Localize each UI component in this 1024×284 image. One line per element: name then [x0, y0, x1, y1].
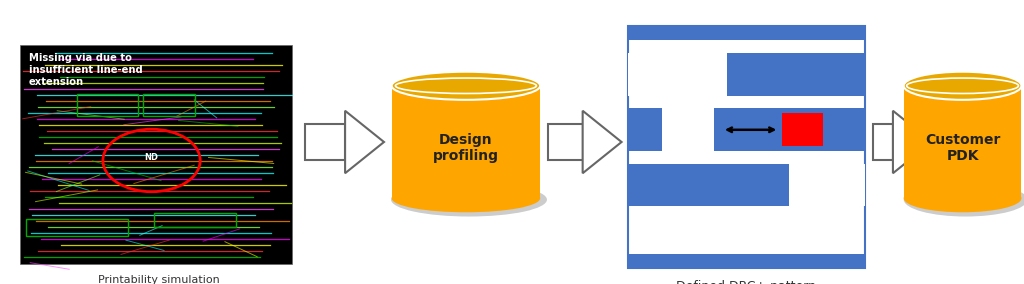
Polygon shape [893, 111, 932, 173]
Ellipse shape [904, 183, 1024, 216]
Ellipse shape [391, 72, 541, 100]
FancyBboxPatch shape [20, 45, 292, 264]
FancyBboxPatch shape [305, 124, 345, 160]
Text: Design
profiling: Design profiling [433, 133, 499, 163]
Text: Printability simulation
confirmed weakpoint: Printability simulation confirmed weakpo… [98, 275, 219, 284]
Ellipse shape [391, 183, 547, 216]
Ellipse shape [903, 184, 1021, 212]
FancyBboxPatch shape [628, 254, 865, 268]
Text: Missing via due to
insufficient line-end
extension: Missing via due to insufficient line-end… [29, 53, 142, 87]
Text: Customer
PDK: Customer PDK [925, 133, 1000, 163]
Text: Defined DRC+ pattern: Defined DRC+ pattern [677, 280, 816, 284]
FancyBboxPatch shape [628, 164, 790, 206]
Ellipse shape [391, 184, 541, 212]
FancyBboxPatch shape [715, 108, 865, 151]
FancyBboxPatch shape [628, 53, 727, 96]
FancyBboxPatch shape [782, 113, 822, 147]
FancyBboxPatch shape [628, 26, 865, 40]
FancyBboxPatch shape [628, 26, 865, 268]
Text: ND: ND [144, 153, 159, 162]
Polygon shape [345, 111, 384, 173]
FancyBboxPatch shape [628, 108, 663, 151]
FancyBboxPatch shape [727, 53, 865, 96]
FancyBboxPatch shape [873, 124, 893, 160]
Polygon shape [583, 111, 622, 173]
FancyBboxPatch shape [663, 108, 715, 151]
FancyBboxPatch shape [790, 164, 865, 206]
FancyBboxPatch shape [391, 86, 541, 198]
FancyBboxPatch shape [903, 86, 1021, 198]
FancyBboxPatch shape [548, 124, 583, 160]
Ellipse shape [903, 72, 1021, 100]
